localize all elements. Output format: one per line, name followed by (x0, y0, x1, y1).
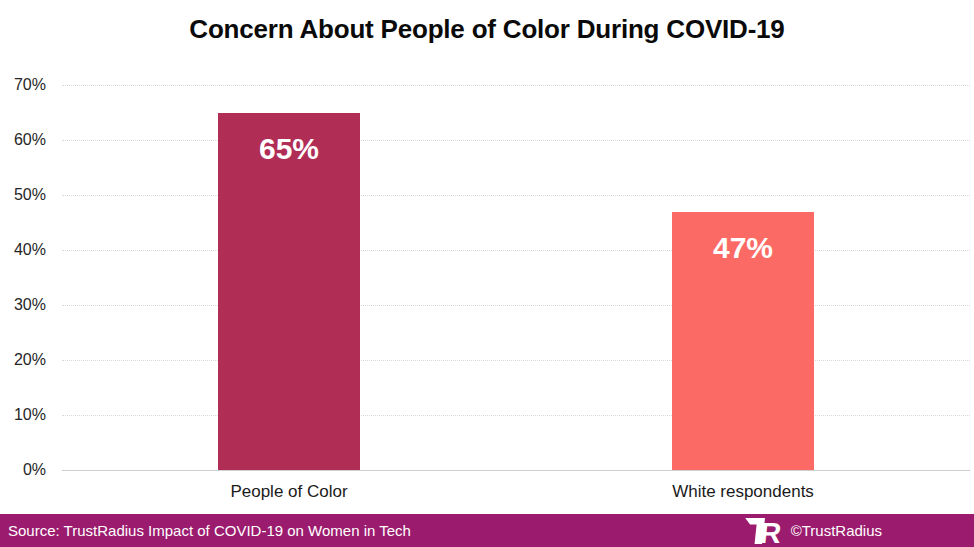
gridline (62, 250, 970, 251)
chart-title: Concern About People of Color During COV… (0, 14, 974, 45)
gridline (62, 195, 970, 196)
y-tick-label: 50% (0, 186, 46, 204)
gridline (62, 140, 970, 141)
plot-area: 65% 47% (62, 85, 970, 470)
x-axis-line (62, 470, 970, 471)
gridline (62, 305, 970, 306)
source-attribution: Source: TrustRadius Impact of COVID-19 o… (8, 522, 411, 539)
footer-bar: Source: TrustRadius Impact of COVID-19 o… (0, 514, 974, 547)
y-tick-label: 10% (0, 406, 46, 424)
svg-text:R: R (758, 517, 782, 545)
bar-value-label: 65% (218, 132, 360, 166)
gridline (62, 85, 970, 86)
brand-area: R ©TrustRadius (741, 514, 882, 547)
bar-2: 47% (672, 212, 814, 471)
gridline (62, 415, 970, 416)
y-tick-label: 40% (0, 241, 46, 259)
y-tick-label: 60% (0, 131, 46, 149)
x-category-label: White respondents (672, 482, 814, 502)
y-tick-label: 20% (0, 351, 46, 369)
y-tick-label: 30% (0, 296, 46, 314)
y-tick-label: 0% (0, 461, 46, 479)
y-tick-label: 70% (0, 76, 46, 94)
brand-copyright-text: ©TrustRadius (791, 522, 882, 539)
trustradius-logo-icon: R (741, 517, 785, 545)
bar-value-label: 47% (672, 231, 814, 265)
gridline (62, 360, 970, 361)
bar-1: 65% (218, 113, 360, 471)
x-category-label: People of Color (230, 482, 347, 502)
chart-canvas: Concern About People of Color During COV… (0, 0, 974, 547)
